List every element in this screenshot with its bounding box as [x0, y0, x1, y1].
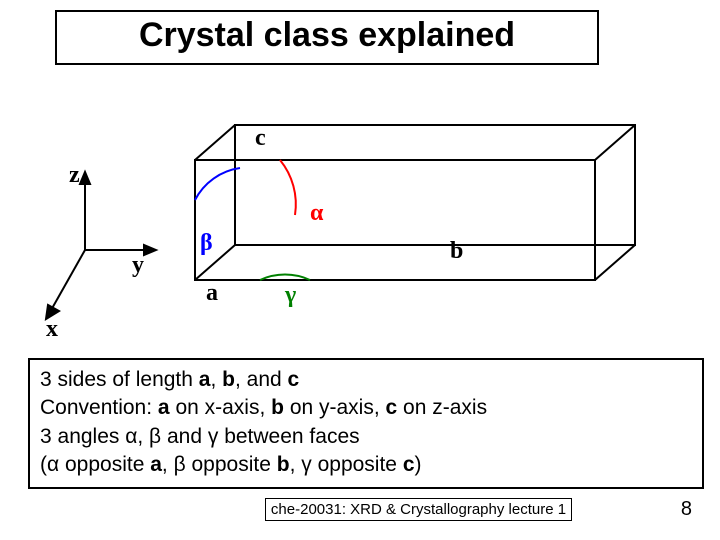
footer-box: che-20031: XRD & Crystallography lecture…	[265, 498, 572, 521]
greek-beta: β	[174, 453, 186, 476]
explanation-box: 3 sides of length a, b, and c Convention…	[28, 358, 704, 489]
label-beta: β	[200, 230, 213, 257]
bold-c: c	[403, 453, 415, 476]
label-b: b	[450, 238, 463, 265]
explain-line-3: 3 angles α, β and γ between faces	[40, 423, 692, 451]
explain-line-2: Convention: a on x-axis, b on y-axis, c …	[40, 394, 692, 422]
text: (	[40, 453, 47, 476]
crystal-diagram: z y x a b c α β γ	[30, 110, 640, 345]
arc-beta	[195, 168, 240, 200]
bold-a: a	[150, 453, 162, 476]
text: )	[415, 453, 422, 476]
text: , and	[235, 368, 288, 391]
arc-alpha	[280, 160, 296, 215]
label-c: c	[255, 125, 266, 152]
text: 3 sides of length	[40, 368, 199, 391]
title-box: Crystal class explained	[55, 10, 599, 65]
title-text: Crystal class explained	[139, 16, 515, 54]
text: on y-axis,	[284, 396, 386, 419]
text: Convention:	[40, 396, 158, 419]
bold-b: b	[277, 453, 290, 476]
crystal-svg	[30, 110, 640, 345]
page-number: 8	[681, 498, 692, 521]
axes	[46, 172, 156, 319]
greek-alpha: α	[125, 425, 137, 448]
text: on z-axis	[397, 396, 487, 419]
text: and	[161, 425, 208, 448]
text: ,	[210, 368, 222, 391]
label-gamma: γ	[285, 282, 296, 309]
text: ,	[137, 425, 149, 448]
bold-c: c	[288, 368, 300, 391]
label-x: x	[46, 316, 58, 343]
bold-c: c	[386, 396, 398, 419]
text: 3 angles	[40, 425, 125, 448]
greek-gamma: γ	[208, 425, 219, 448]
text: opposite	[186, 453, 277, 476]
label-a: a	[206, 280, 218, 307]
label-alpha: α	[310, 200, 323, 227]
explain-line-4: (α opposite a, β opposite b, γ opposite …	[40, 451, 692, 479]
greek-beta: β	[149, 425, 161, 448]
explain-line-1: 3 sides of length a, b, and c	[40, 366, 692, 394]
bold-b: b	[271, 396, 284, 419]
label-z: z	[69, 162, 80, 189]
text: opposite	[59, 453, 150, 476]
text: ,	[162, 453, 174, 476]
bold-b: b	[222, 368, 235, 391]
text: opposite	[312, 453, 403, 476]
text: on x-axis,	[170, 396, 272, 419]
bold-a: a	[199, 368, 211, 391]
footer-text: che-20031: XRD & Crystallography lecture…	[271, 501, 566, 518]
label-y: y	[132, 252, 144, 279]
greek-gamma: γ	[301, 453, 312, 476]
text: ,	[290, 453, 302, 476]
text: between faces	[218, 425, 359, 448]
bold-a: a	[158, 396, 170, 419]
greek-alpha: α	[47, 453, 59, 476]
